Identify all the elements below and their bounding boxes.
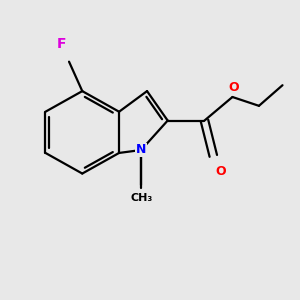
Text: F: F xyxy=(57,38,66,51)
Text: O: O xyxy=(215,165,226,178)
Text: CH₃: CH₃ xyxy=(130,193,152,203)
Text: N: N xyxy=(136,143,146,157)
Text: O: O xyxy=(229,81,239,94)
